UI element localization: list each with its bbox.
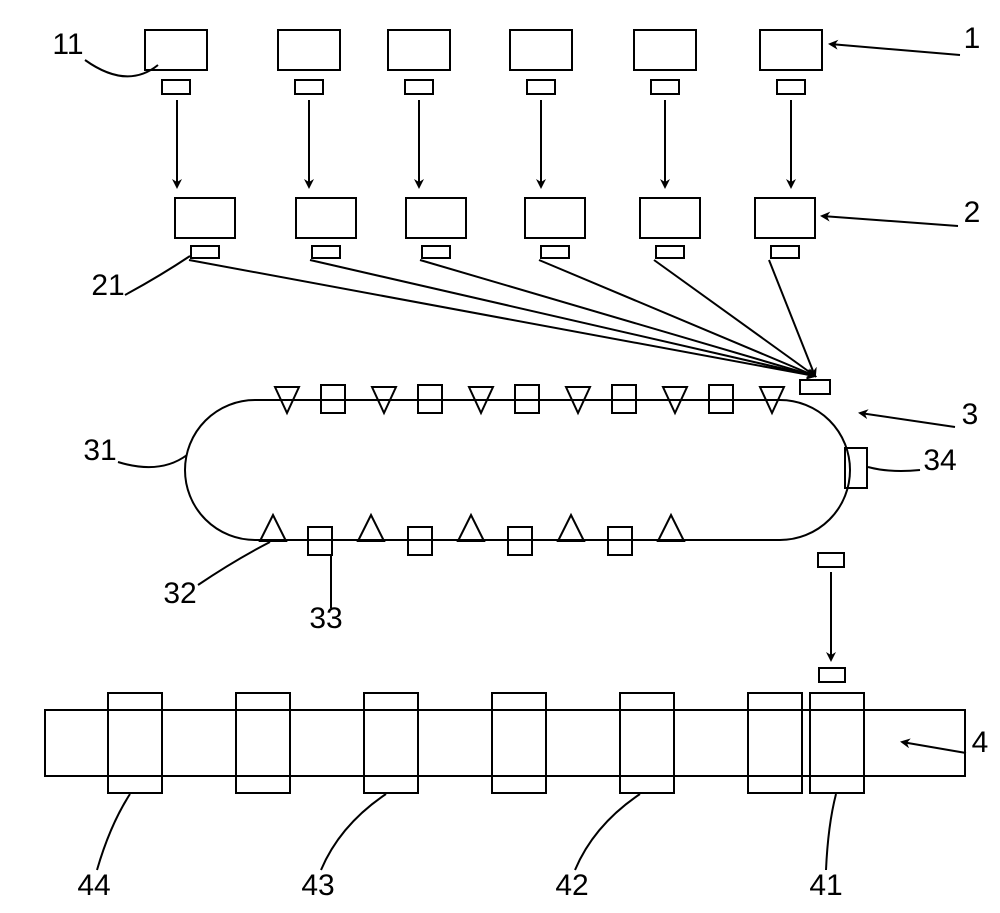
- row1-smallbox: [777, 80, 805, 94]
- label-L34: 34: [923, 444, 956, 477]
- leader-curve: [85, 60, 158, 76]
- leader-curve: [97, 794, 130, 870]
- strip-slot: [236, 693, 290, 793]
- leader-line: [822, 216, 958, 226]
- label-L21: 21: [91, 269, 124, 302]
- label-L11: 11: [52, 28, 83, 61]
- label-L32: 32: [163, 577, 196, 610]
- label-L41: 41: [809, 869, 842, 902]
- strip-slot: [748, 693, 802, 793]
- converge-arrow: [189, 260, 815, 376]
- row1-smallbox: [527, 80, 555, 94]
- leader-line: [902, 742, 966, 753]
- triangle-up: [458, 515, 484, 541]
- row1-smallbox: [651, 80, 679, 94]
- strip-slot: [364, 693, 418, 793]
- row2-smallbox: [541, 246, 569, 258]
- stadium-below-box: [818, 553, 844, 567]
- leader-line: [830, 44, 960, 55]
- row2-box: [525, 198, 585, 238]
- row2-box: [755, 198, 815, 238]
- row2-smallbox: [771, 246, 799, 258]
- label-L31: 31: [83, 434, 116, 467]
- row2-smallbox: [191, 246, 219, 258]
- label-L44: 44: [77, 869, 110, 902]
- row1-smallbox: [162, 80, 190, 94]
- row1-box: [278, 30, 340, 70]
- label-L42: 42: [555, 869, 588, 902]
- leader-curve: [321, 794, 386, 870]
- label-L43: 43: [301, 869, 334, 902]
- leader-curve: [198, 542, 270, 585]
- leader-line: [860, 413, 955, 427]
- row2-box: [296, 198, 356, 238]
- converge-arrow: [310, 260, 815, 376]
- triangle-up: [260, 515, 286, 541]
- converge-arrow: [420, 260, 815, 376]
- label-L33: 33: [309, 602, 342, 635]
- row2-box: [640, 198, 700, 238]
- triangle-up: [658, 515, 684, 541]
- row1-box: [388, 30, 450, 70]
- leader-curve: [575, 794, 640, 870]
- pre-strip-box: [819, 668, 845, 682]
- leader-curve: [118, 455, 187, 467]
- label-L2: 2: [964, 196, 981, 229]
- converge-target-box: [800, 380, 830, 394]
- row1-smallbox: [295, 80, 323, 94]
- row1-box: [634, 30, 696, 70]
- row1-box: [510, 30, 572, 70]
- strip-body: [45, 710, 965, 776]
- triangle-up: [358, 515, 384, 541]
- leader-curve: [868, 467, 920, 471]
- row2-box: [175, 198, 235, 238]
- label-L1: 1: [964, 22, 981, 55]
- row1-box: [145, 30, 207, 70]
- triangle-up: [558, 515, 584, 541]
- row2-smallbox: [312, 246, 340, 258]
- row2-smallbox: [656, 246, 684, 258]
- strip-slot: [492, 693, 546, 793]
- row1-box: [760, 30, 822, 70]
- strip-slot: [620, 693, 674, 793]
- stadium-outline: [185, 400, 850, 540]
- row2-box: [406, 198, 466, 238]
- label-L3: 3: [962, 398, 979, 431]
- row1-smallbox: [405, 80, 433, 94]
- strip-slot: [810, 693, 864, 793]
- label-L4: 4: [972, 726, 989, 759]
- row2-smallbox: [422, 246, 450, 258]
- diagram-canvas: 111221331323334441424344: [0, 0, 1000, 913]
- strip-slot: [108, 693, 162, 793]
- leader-curve: [125, 256, 190, 295]
- leader-curve: [826, 794, 836, 870]
